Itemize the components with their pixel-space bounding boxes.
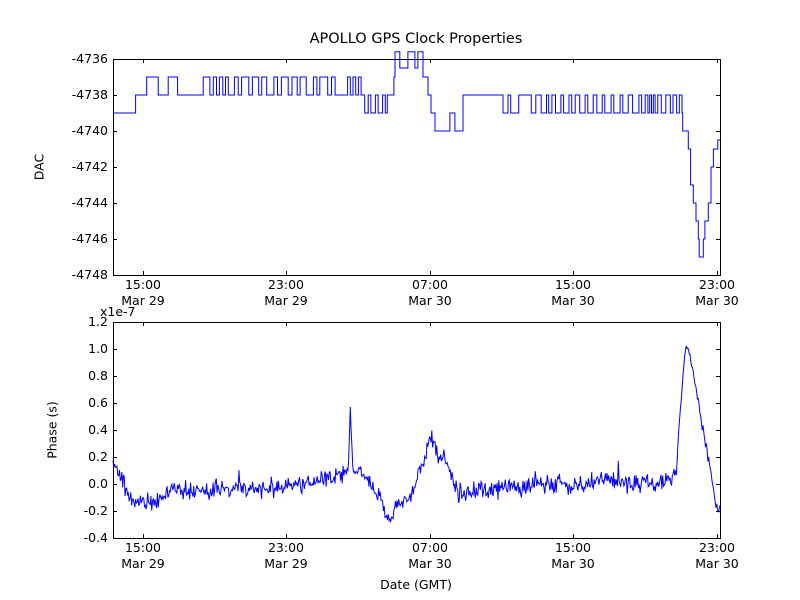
dac-line xyxy=(113,51,720,258)
offset-text: x1e-7 xyxy=(100,304,136,319)
bottom-y-tick-label: 0.2 xyxy=(88,449,108,464)
top-y-tick-label: -4744 xyxy=(71,195,108,210)
top-x-tick-label: 23:00 Mar 30 xyxy=(695,277,739,308)
top-y-tick-label: -4740 xyxy=(71,123,108,138)
bottom-y-tick-label: 0.8 xyxy=(88,368,108,383)
top-x-tick-label: 15:00 Mar 30 xyxy=(551,277,595,308)
x-axis-label: Date (GMT) xyxy=(380,577,452,592)
bottom-y-tick-label: 1.2 xyxy=(88,314,108,329)
bottom-y-tick-label: 0.0 xyxy=(88,476,108,491)
top-x-tick-label: 15:00 Mar 29 xyxy=(121,277,165,308)
top-x-tick-label: 07:00 Mar 30 xyxy=(408,277,452,308)
bottom-y-tick-label: -0.2 xyxy=(83,503,108,518)
top-y-tick-label: -4742 xyxy=(71,159,108,174)
bottom-x-tick-label: 23:00 Mar 29 xyxy=(264,540,308,571)
bottom-x-tick-label: 15:00 Mar 30 xyxy=(551,540,595,571)
phase-line xyxy=(112,345,721,523)
bottom-y-tick-label: 0.4 xyxy=(88,422,108,437)
top-plot-dac xyxy=(113,51,721,276)
bottom-x-tick-label: 23:00 Mar 30 xyxy=(695,540,739,571)
bottom-plot-phase xyxy=(112,322,721,539)
bottom-y-tick-label: -0.4 xyxy=(83,530,108,545)
top-y-tick-label: -4736 xyxy=(71,51,108,66)
top-y-tick-label: -4746 xyxy=(71,231,108,246)
bottom-x-tick-label: 15:00 Mar 29 xyxy=(121,540,165,571)
bottom-y-tick-label: 1.0 xyxy=(88,341,108,356)
bottom-x-tick-label: 07:00 Mar 30 xyxy=(408,540,452,571)
top-y-tick-label: -4738 xyxy=(71,87,108,102)
bottom-y-tick-label: 0.6 xyxy=(88,395,108,410)
chart-title: APOLLO GPS Clock Properties xyxy=(309,31,523,47)
top-y-tick-label: -4748 xyxy=(71,267,108,282)
top-x-tick-label: 23:00 Mar 29 xyxy=(264,277,308,308)
